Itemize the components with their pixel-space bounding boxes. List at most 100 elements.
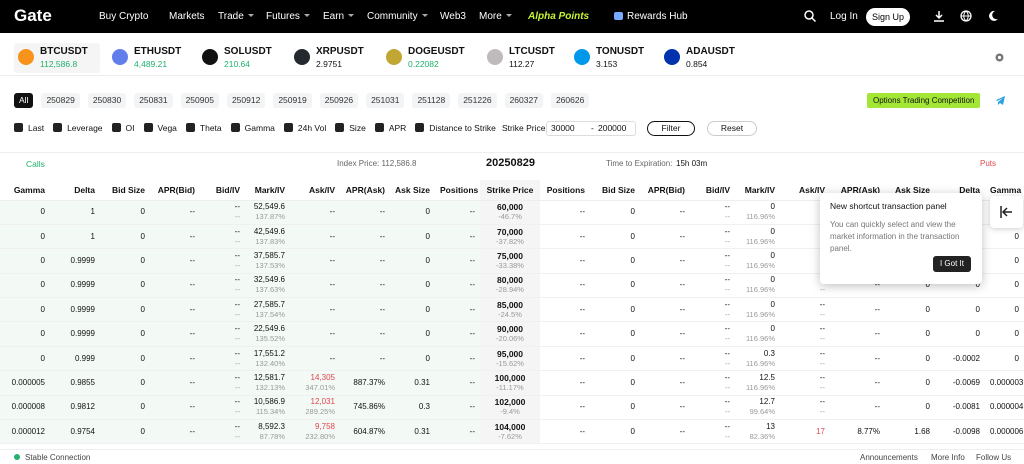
nav-item[interactable]: Community: [367, 11, 428, 22]
status-text: Stable Connection: [25, 453, 91, 462]
cell-value: 0: [1014, 329, 1019, 339]
cell-value: --: [679, 231, 685, 241]
ticker[interactable]: DOGEUSDT 0.22082: [382, 43, 465, 73]
nav-item[interactable]: Web3: [440, 11, 466, 22]
expiry-chip[interactable]: 250829: [41, 93, 80, 108]
expiry-chip[interactable]: 250905: [180, 93, 219, 108]
option-row[interactable]: 0 0.999 0 -- -- -- 17,551.2 132.40% -- -- 0 -- 95,00…: [0, 346, 1024, 372]
table-cell: --: [435, 200, 480, 225]
table-cell: --: [540, 321, 590, 347]
filter-checkbox[interactable]: Size: [335, 123, 366, 133]
tooltip-popup: New shortcut transaction panel You can q…: [820, 193, 982, 284]
nav-item[interactable]: Markets: [169, 11, 205, 22]
cell-value: --: [724, 275, 730, 285]
alpha-points[interactable]: Alpha Points: [528, 11, 590, 22]
filter-checkbox[interactable]: Theta: [186, 123, 222, 133]
nav-item[interactable]: Trade: [218, 11, 254, 22]
cell-value: 0: [630, 402, 635, 412]
cell-value: --: [329, 329, 335, 339]
expiry-chip[interactable]: 260626: [550, 93, 590, 108]
language-icon[interactable]: [960, 10, 972, 22]
logo[interactable]: Gate: [14, 6, 52, 25]
settings-icon[interactable]: [994, 52, 1005, 63]
option-row[interactable]: 0.000012 0.9754 0 -- -- -- 8,592.3 87.78% 9,758 2…: [0, 419, 1024, 445]
filter-checkbox[interactable]: Gamma: [231, 123, 275, 133]
ticker[interactable]: SOLUSDT 210.64: [198, 43, 272, 73]
expiry-chip[interactable]: 251031: [366, 93, 405, 108]
table-cell: ----: [780, 321, 830, 347]
expiry-chip[interactable]: 260327: [504, 93, 543, 108]
strike-max: 200000: [598, 123, 627, 133]
option-row[interactable]: 0.000005 0.9855 0 -- -- -- 12,581.7 132.13% 14,3…: [0, 370, 1024, 396]
ticker[interactable]: LTCUSDT 112.27: [483, 43, 555, 73]
table-cell: 0: [100, 321, 150, 347]
strike-cell: 95,000 -15.62%: [480, 346, 540, 372]
strike-label-text: Strike Price: [502, 123, 546, 133]
option-row[interactable]: 0 0.9999 0 -- -- -- 22,549.6 135.52% -- -- 0 -- 90,0…: [0, 321, 1024, 347]
table-cell: 0: [590, 395, 640, 421]
filter-checkbox[interactable]: Distance to Strike: [415, 123, 496, 133]
table-cell: ----: [200, 419, 245, 445]
theme-icon[interactable]: [987, 10, 999, 22]
filter-checkbox[interactable]: Vega: [144, 123, 177, 133]
nav-item[interactable]: Buy Crypto: [99, 11, 149, 22]
table-cell: --: [540, 224, 590, 250]
cell-value: 0.9999: [70, 255, 95, 265]
cell-value: 0: [40, 280, 45, 290]
strike-range[interactable]: 30000 -200000: [546, 121, 636, 136]
ticker[interactable]: TONUSDT 3.153: [570, 43, 644, 73]
cell-sub: 116.96%: [745, 212, 775, 222]
reset-button[interactable]: Reset: [707, 121, 757, 136]
filter-checkbox[interactable]: Leverage: [53, 123, 102, 133]
expiry-chip[interactable]: 250831: [134, 93, 173, 108]
competition-banner[interactable]: Options Trading Competition: [867, 93, 981, 108]
filter-checkbox[interactable]: OI: [112, 123, 135, 133]
expiry-chip[interactable]: 250919: [273, 93, 312, 108]
cell-value: 0: [630, 377, 635, 387]
expiry-chip[interactable]: 251226: [458, 93, 497, 108]
cell-value: 32,549.6: [253, 275, 285, 285]
option-row[interactable]: 0 1 0 -- -- -- 42,549.6 137.83% -- -- 0 -- 70,000 -37…: [0, 224, 1024, 250]
cell-sub: --: [820, 285, 825, 295]
ticker[interactable]: XRPUSDT 2.9751: [290, 43, 364, 73]
option-row[interactable]: 0.000008 0.9812 0 -- -- -- 10,586.9 115.34% 12,0…: [0, 395, 1024, 421]
filter-checkbox[interactable]: APR: [375, 123, 406, 133]
ticker[interactable]: ADAUSDT 0.854: [660, 43, 735, 73]
nav-item[interactable]: Futures: [266, 11, 310, 22]
filter-checkbox[interactable]: Last: [14, 123, 44, 133]
expiry-chip[interactable]: 250830: [87, 93, 127, 108]
rewards-hub[interactable]: Rewards Hub: [614, 11, 688, 22]
footer-link[interactable]: More Info: [931, 453, 965, 462]
cell-value: -0.0098: [952, 426, 980, 436]
put-header: Ask/IV: [780, 180, 830, 201]
expiry-chip[interactable]: 251128: [412, 93, 451, 108]
cell-sub: 135.52%: [255, 334, 285, 344]
filter-button[interactable]: Filter: [647, 121, 695, 136]
table-cell: 0.000012: [0, 419, 50, 445]
option-row[interactable]: 0 1 0 -- -- -- 52,549.6 137.87% -- -- 0 -- 60,000 -46…: [0, 200, 1024, 225]
download-icon[interactable]: [933, 10, 945, 22]
option-row[interactable]: 0 0.9999 0 -- -- -- 27,585.7 137.54% -- -- 0 -- 85,0…: [0, 297, 1024, 323]
filter-checkbox[interactable]: 24h Vol: [284, 123, 326, 133]
nav-item[interactable]: Earn: [323, 11, 354, 22]
search-icon[interactable]: [804, 10, 816, 22]
expiry-chip[interactable]: 250912: [226, 93, 266, 108]
ticker[interactable]: ETHUSDT 4,489.21: [108, 43, 181, 73]
expiry-chip[interactable]: All: [14, 93, 34, 108]
table-cell: 0: [590, 321, 640, 347]
footer-link[interactable]: Announcements: [860, 453, 918, 462]
panel-toggle[interactable]: [990, 196, 1023, 228]
option-row[interactable]: 0 0.9999 0 -- -- -- 32,549.6 137.63% -- -- 0 -- 80,0…: [0, 273, 1024, 299]
expiry-chip[interactable]: 250926: [319, 93, 359, 108]
log-in[interactable]: Log In: [830, 11, 858, 22]
footer-link[interactable]: Follow Us: [976, 453, 1012, 462]
ticker[interactable]: BTCUSDT 112,586.8: [14, 43, 100, 73]
coin-icon: [202, 49, 218, 65]
nav-item[interactable]: More: [479, 11, 512, 22]
got-it-button[interactable]: I Got It: [933, 256, 971, 272]
telegram-icon[interactable]: [995, 95, 1006, 106]
cell-sub: --: [725, 309, 730, 319]
sign-up-button[interactable]: Sign Up: [866, 8, 910, 26]
strike-separator: -: [591, 123, 594, 133]
table-cell: ----: [200, 248, 245, 274]
